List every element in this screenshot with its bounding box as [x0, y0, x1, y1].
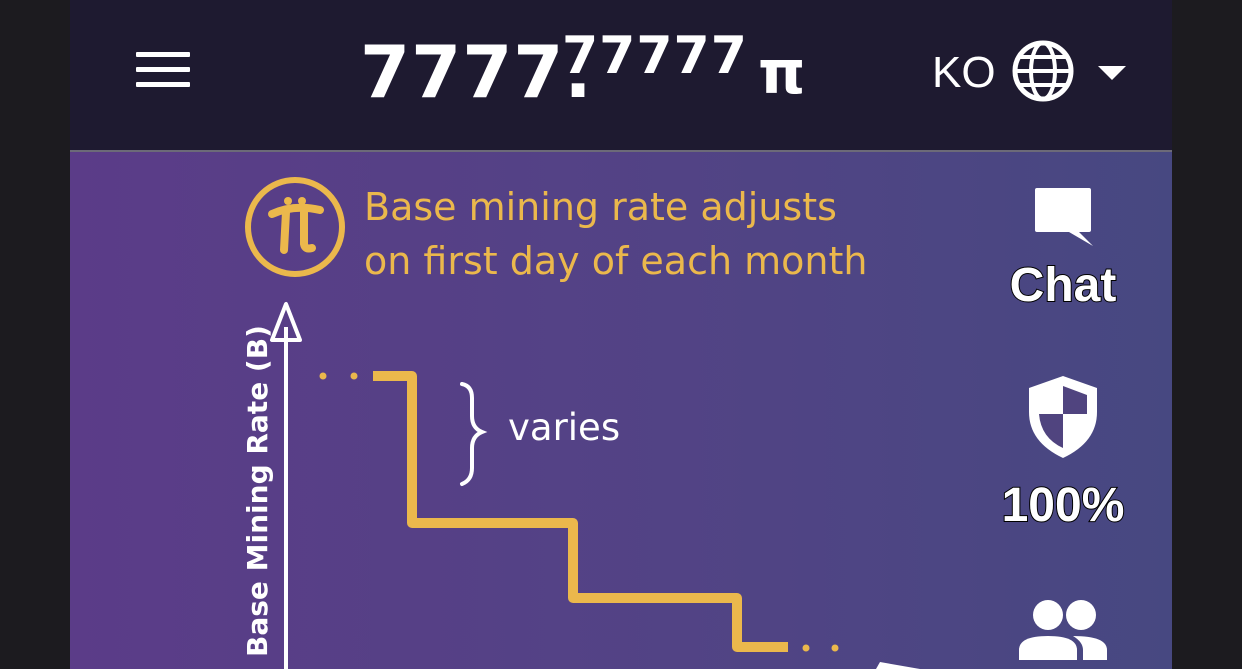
mining-rate-banner: Base mining rate adjusts on first day of… — [70, 152, 1172, 669]
top-bar: 7777. 77777 π KO — [70, 0, 1172, 150]
banner-headline: Base mining rate adjusts on first day of… — [364, 180, 867, 288]
y-axis-arrow — [270, 302, 302, 342]
hamburger-menu-icon[interactable] — [136, 52, 192, 92]
security-button[interactable]: 100% — [986, 372, 1140, 533]
rate-step-line — [373, 371, 788, 652]
chat-label: Chat — [1009, 258, 1118, 313]
header-divider — [70, 150, 1172, 152]
y-axis-label: Base Mining Rate (B) — [241, 325, 274, 657]
leading-dot-2 — [350, 372, 358, 380]
varies-annotation: varies — [508, 406, 621, 449]
trailing-dot-1 — [802, 644, 810, 652]
trailing-dot-2 — [831, 644, 839, 652]
leading-dot-1 — [319, 372, 327, 380]
team-button[interactable] — [1016, 598, 1110, 660]
x-axis-arrow — [876, 662, 920, 669]
caret-down-icon[interactable] — [1096, 62, 1128, 82]
mining-rate-chart — [270, 302, 920, 669]
globe-icon[interactable] — [1012, 40, 1074, 102]
varies-brace — [460, 382, 488, 486]
pi-symbol: π — [758, 38, 806, 108]
chat-button[interactable]: Chat — [1000, 184, 1126, 313]
shield-icon — [1029, 376, 1097, 458]
headline-line-1: Base mining rate adjusts — [364, 185, 837, 229]
people-icon — [1019, 600, 1107, 660]
chat-bubble-icon — [1035, 188, 1093, 246]
security-percentage: 100% — [1001, 478, 1126, 533]
pi-app: 7777. 77777 π KO Base mining rate adjust — [70, 0, 1172, 669]
balance-integer: 7777. — [360, 30, 593, 114]
headline-line-2: on first day of each month — [364, 239, 868, 283]
language-code[interactable]: KO — [932, 48, 996, 97]
balance-decimal: 77777 — [562, 26, 748, 86]
pi-logo — [245, 177, 345, 277]
